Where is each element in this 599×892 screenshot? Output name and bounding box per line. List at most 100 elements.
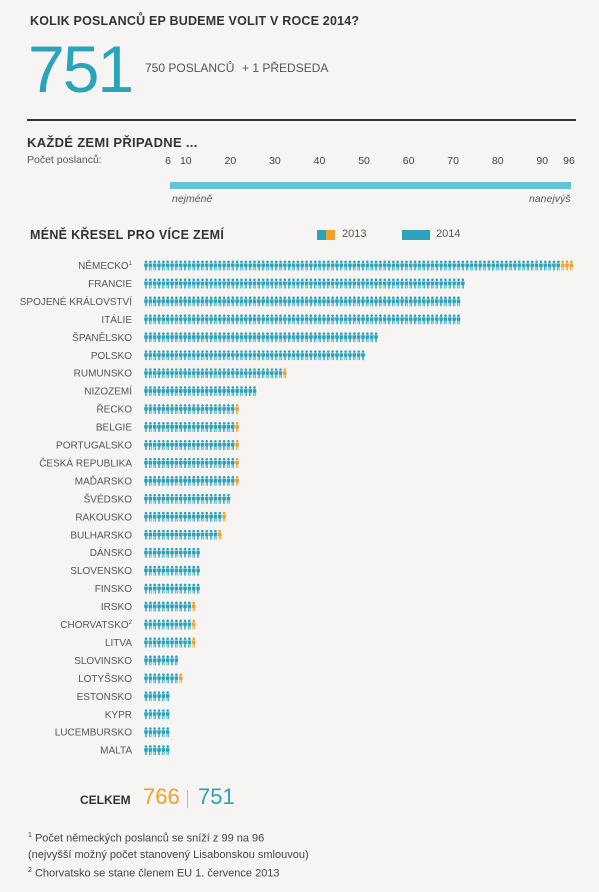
seat-icon-2014 (178, 386, 183, 397)
seat-icon-2014 (178, 565, 183, 576)
country-label-26: LUCEMBURSKO (55, 728, 132, 739)
seat-icon-2014 (204, 529, 209, 540)
seat-icon-2014 (326, 314, 331, 325)
seat-icon-lost (569, 260, 574, 271)
seat-icon-2014 (352, 278, 357, 289)
seat-icon-2014 (152, 368, 157, 379)
seat-icon-2014 (183, 278, 187, 289)
seat-icon-2014 (270, 278, 274, 289)
seat-icon-2014 (178, 529, 183, 540)
seat-icon-2014 (157, 619, 161, 630)
seat-icon-2014 (200, 404, 205, 415)
seat-icon-2014 (213, 475, 218, 486)
seat-icon-2014 (161, 691, 166, 702)
seat-icon-2014 (157, 493, 161, 504)
range-tick-2: 20 (225, 155, 237, 167)
seat-icon-2014 (309, 296, 313, 307)
seat-icon-2014 (213, 332, 218, 343)
seat-icon-2014 (144, 440, 148, 450)
seat-icon-2014 (226, 314, 231, 325)
seat-icon-2014 (200, 493, 205, 504)
seat-icon-2014 (391, 260, 396, 271)
range-tick-labels: 6 10 20 30 40 50 60 70 80 90 96 (165, 155, 575, 167)
seat-icon-2014 (157, 457, 161, 468)
seat-icon-lost (235, 422, 239, 433)
bar-row-1: FRANCIE (88, 278, 465, 290)
seat-icon-2014 (196, 350, 200, 361)
seat-icon-2014 (191, 314, 196, 325)
seat-icon-2014 (165, 296, 170, 307)
seat-icon-2014 (552, 260, 556, 271)
seat-icon-2014 (408, 296, 413, 307)
seat-icon-2014 (296, 278, 300, 289)
seat-icon-2014 (239, 350, 244, 361)
seat-icon-2014 (387, 278, 391, 289)
seat-icon-2014 (174, 655, 179, 666)
seat-icon-2014 (178, 422, 183, 433)
range-tick-7: 70 (447, 155, 459, 167)
seat-icon-2014 (204, 404, 209, 415)
seat-icon-2014 (165, 332, 170, 343)
seat-icon-lost (191, 619, 196, 630)
seat-icon-2014 (157, 368, 161, 379)
seat-icon-2014 (361, 350, 365, 361)
seat-icon-2014 (187, 440, 192, 450)
seat-icon-2014 (209, 332, 213, 343)
seat-icon-2014 (248, 296, 252, 307)
seat-icon-2014 (200, 422, 205, 433)
seat-icon-2014 (430, 260, 435, 271)
seat-icon-2014 (309, 332, 313, 343)
seat-icon-2014 (144, 709, 148, 720)
seat-icon-2014 (213, 368, 218, 379)
seat-icon-2014 (417, 296, 422, 307)
seat-icon-2014 (165, 314, 170, 325)
seat-icon-2014 (265, 260, 270, 271)
seat-icon-2014 (170, 386, 174, 397)
seat-icon-2014 (161, 457, 166, 468)
country-label-12: MAĎARSKO (75, 474, 132, 487)
seat-icon-2014 (239, 260, 244, 271)
seat-icon-2014 (261, 314, 265, 325)
seat-icon-2014 (287, 350, 292, 361)
seat-icon-2014 (178, 296, 183, 307)
seat-icon-2014 (200, 350, 205, 361)
seat-icon-2014 (204, 332, 209, 343)
seat-icon-2014 (231, 475, 235, 486)
seat-icon-2014 (178, 511, 183, 522)
seat-icon-2014 (161, 314, 166, 325)
seat-icon-2014 (178, 440, 183, 450)
bar-row-19: IRSKO (101, 601, 196, 613)
seat-icon-2014 (144, 296, 148, 307)
seat-icon-2014 (287, 296, 292, 307)
seat-icon-2014 (487, 260, 491, 271)
country-label-24: ESTONSKO (77, 692, 133, 703)
country-label-11: ČESKÁ REPUBLIKA (39, 456, 132, 469)
seat-icon-2014 (191, 260, 196, 271)
seat-icon-2014 (439, 314, 443, 325)
seat-icon-2014 (152, 493, 157, 504)
seat-icon-2014 (226, 475, 231, 486)
seat-icon-2014 (365, 278, 370, 289)
seat-icon-2014 (148, 422, 153, 433)
seat-icon-2014 (257, 278, 261, 289)
seat-icon-2014 (426, 278, 430, 289)
seat-icon-2014 (448, 314, 452, 325)
seat-icon-2014 (196, 565, 200, 576)
seat-icon-2014 (157, 727, 161, 738)
seat-icon-2014 (283, 296, 287, 307)
seat-icon-2014 (265, 350, 270, 361)
seat-icon-2014 (231, 278, 235, 289)
seat-icon-2014 (257, 260, 261, 271)
seat-icon-2014 (213, 511, 218, 522)
seat-icon-2014 (165, 583, 170, 594)
seat-icon-2014 (196, 422, 200, 433)
seat-icon-2014 (278, 314, 283, 325)
seat-icon-2014 (170, 368, 174, 379)
seat-icon-2014 (157, 314, 161, 325)
seat-icon-2014 (391, 278, 396, 289)
seat-icon-lost (191, 601, 196, 612)
seat-icon-2014 (265, 332, 270, 343)
seat-icon-2014 (257, 368, 261, 379)
seat-icon-2014 (174, 350, 179, 361)
bar-row-10: PORTUGALSKO (56, 440, 239, 452)
